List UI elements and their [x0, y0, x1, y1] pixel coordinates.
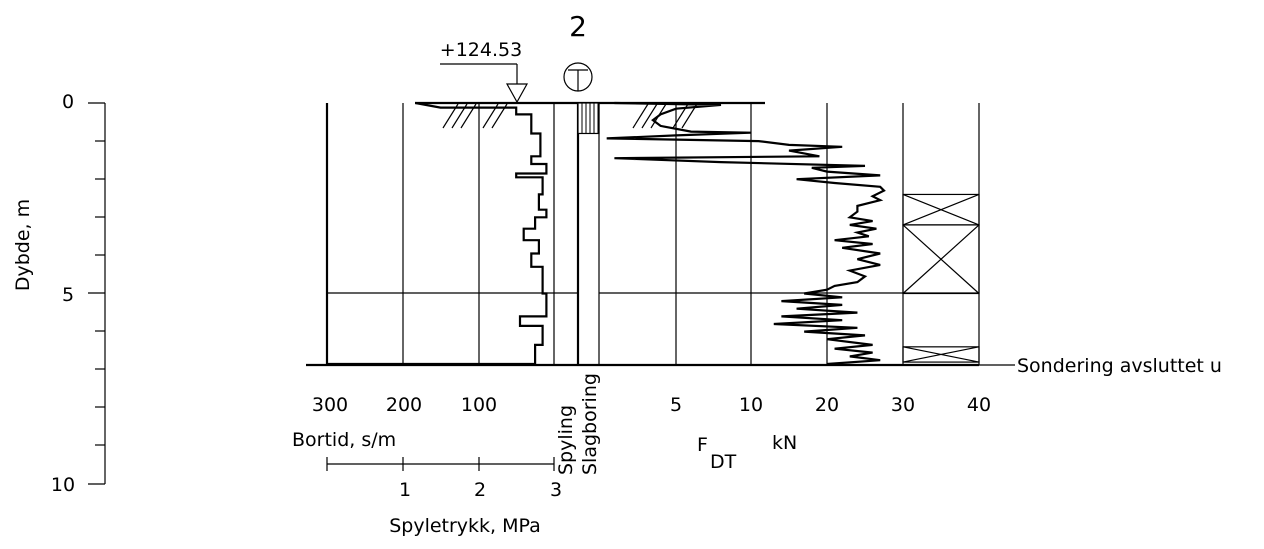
spyletrykk-tick-1: 1 — [399, 479, 411, 501]
depth-tick-label-0: 0 — [62, 91, 74, 113]
depth-tick-label-10: 10 — [51, 474, 75, 496]
depth-axis: 0 5 10 Dybde, m — [12, 91, 106, 496]
force-axis-subscript: DT — [710, 451, 737, 473]
force-axis: 5 10 20 30 40 F DT kN — [670, 394, 991, 473]
spyletrykk-axis: 1 2 3 Spyletrykk, MPa — [326, 457, 562, 537]
bortid-axis: 300 200 100 Bortid, s/m — [292, 394, 497, 451]
drilling-columns — [577, 102, 980, 363]
sample-box-cross — [902, 346, 980, 363]
force-axis-title: F — [697, 434, 708, 456]
bortid-trace — [327, 101, 548, 366]
force-tick-30: 30 — [891, 394, 915, 416]
plot-grid — [306, 101, 1015, 367]
slagboring-shaded-interval — [577, 102, 600, 135]
sample-box-2 — [902, 224, 980, 295]
borehole-number: 2 — [569, 10, 587, 43]
force-axis-unit: kN — [772, 432, 797, 454]
spyling-label: Spyling — [555, 405, 577, 475]
force-tick-40: 40 — [967, 394, 991, 416]
borehole-header: 2 +124.53 — [440, 10, 593, 104]
spyletrykk-tick-2: 2 — [474, 479, 486, 501]
sample-boxes — [902, 193, 980, 363]
sample-box-cross — [902, 224, 980, 294]
elevation-label: +124.53 — [440, 39, 522, 61]
bortid-tick-200: 200 — [386, 394, 422, 416]
termination-label: Sondering avsluttet u — [1017, 355, 1222, 377]
bortid-axis-title: Bortid, s/m — [292, 429, 396, 451]
shaded-interval-box — [577, 102, 600, 135]
force-tick-5: 5 — [670, 394, 682, 416]
force-tick-20: 20 — [815, 394, 839, 416]
bortid-tick-100: 100 — [461, 394, 497, 416]
sample-box-cross — [902, 193, 980, 226]
bortid-tick-300: 300 — [312, 394, 348, 416]
spyletrykk-tick-3: 3 — [550, 479, 562, 501]
water-level-icon — [505, 83, 529, 104]
sample-box-3 — [902, 346, 980, 363]
depth-axis-title: Dybde, m — [12, 199, 34, 291]
force-tick-10: 10 — [739, 394, 763, 416]
depth-tick-label-5: 5 — [62, 284, 74, 306]
slagboring-label: Slagboring — [579, 373, 601, 475]
spyletrykk-axis-title: Spyletrykk, MPa — [389, 515, 541, 537]
force-trace — [606, 101, 886, 366]
